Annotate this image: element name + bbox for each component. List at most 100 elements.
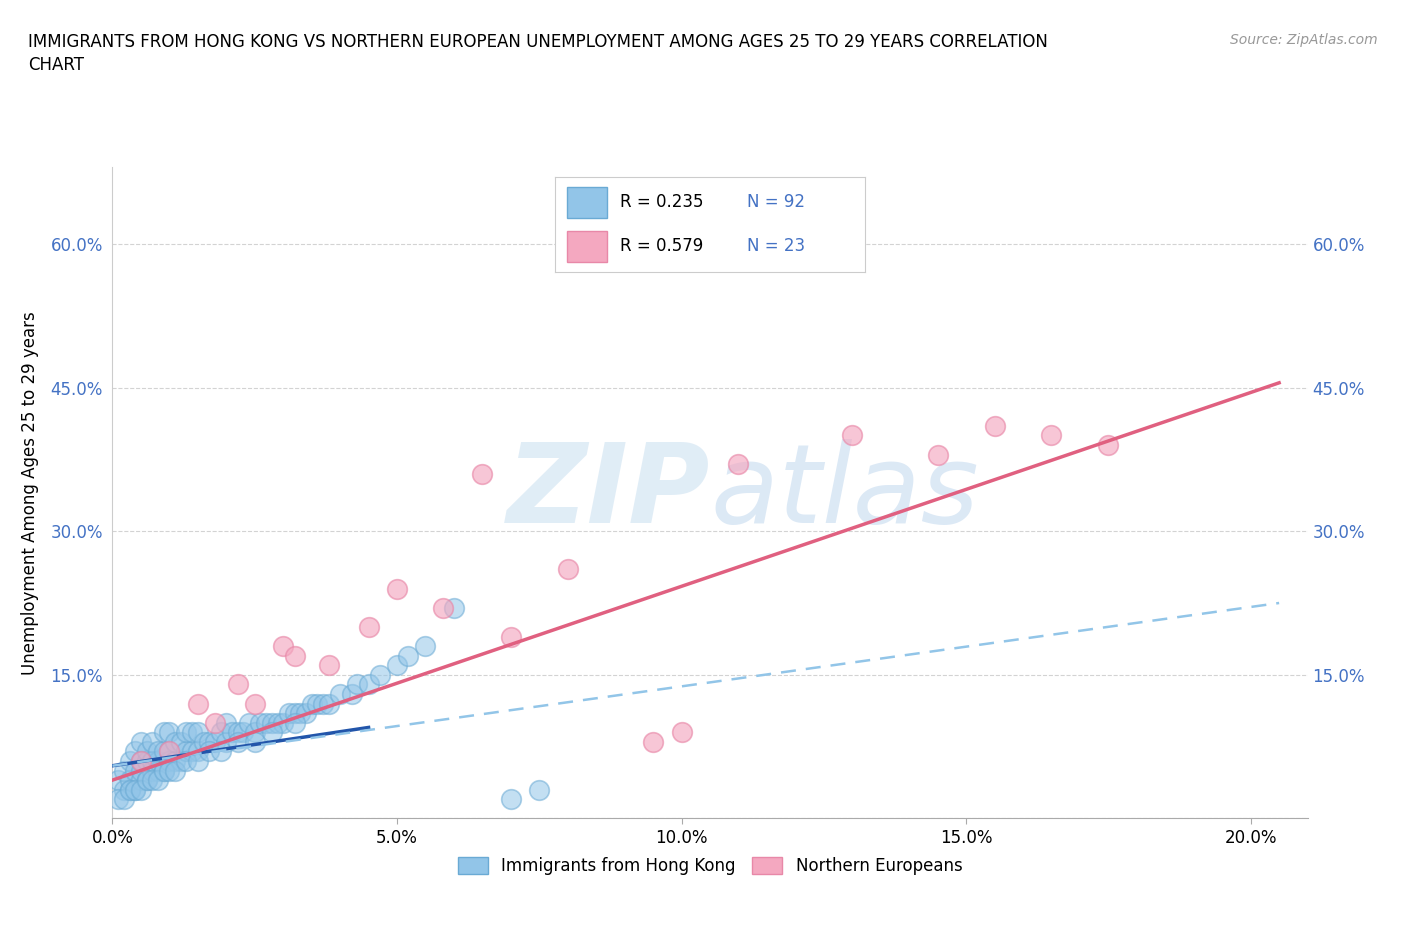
- Point: [146, 753, 169, 768]
- Point: [643, 735, 665, 750]
- Point: [385, 581, 408, 596]
- Point: [671, 724, 693, 739]
- Point: [415, 639, 437, 654]
- Point: [357, 619, 380, 634]
- Point: [124, 764, 146, 778]
- Point: [170, 735, 193, 750]
- Point: [198, 735, 221, 750]
- Point: [118, 773, 141, 788]
- Point: [471, 466, 494, 481]
- Point: [124, 782, 146, 797]
- Point: [107, 791, 129, 806]
- Y-axis label: Unemployment Among Ages 25 to 29 years: Unemployment Among Ages 25 to 29 years: [21, 311, 39, 675]
- Point: [226, 677, 249, 692]
- Point: [129, 753, 152, 768]
- Point: [124, 782, 146, 797]
- Text: IMMIGRANTS FROM HONG KONG VS NORTHERN EUROPEAN UNEMPLOYMENT AMONG AGES 25 TO 29 : IMMIGRANTS FROM HONG KONG VS NORTHERN EU…: [28, 33, 1047, 50]
- Point: [187, 724, 209, 739]
- Point: [165, 735, 187, 750]
- Point: [295, 706, 318, 721]
- Point: [204, 715, 226, 730]
- Point: [290, 706, 312, 721]
- Point: [385, 658, 408, 672]
- Point: [557, 562, 579, 577]
- Point: [209, 724, 232, 739]
- Point: [141, 773, 163, 788]
- Point: [146, 764, 169, 778]
- Point: [307, 696, 329, 711]
- Point: [135, 773, 157, 788]
- Point: [271, 715, 294, 730]
- Point: [204, 735, 226, 750]
- Point: [301, 696, 323, 711]
- Point: [260, 715, 283, 730]
- Point: [499, 791, 522, 806]
- Point: [249, 715, 271, 730]
- Point: [254, 715, 277, 730]
- Point: [129, 773, 152, 788]
- Point: [193, 735, 215, 750]
- Point: [129, 735, 152, 750]
- Point: [176, 744, 198, 759]
- Point: [135, 744, 157, 759]
- Text: CHART: CHART: [28, 56, 84, 73]
- Point: [112, 782, 135, 797]
- Text: Source: ZipAtlas.com: Source: ZipAtlas.com: [1230, 33, 1378, 46]
- Point: [1097, 438, 1119, 453]
- Point: [346, 677, 368, 692]
- Point: [152, 764, 174, 778]
- Text: atlas: atlas: [710, 439, 979, 547]
- Point: [318, 696, 340, 711]
- Point: [340, 686, 363, 701]
- Point: [226, 724, 249, 739]
- Point: [277, 706, 299, 721]
- Point: [141, 753, 163, 768]
- Point: [983, 418, 1005, 433]
- Point: [157, 724, 180, 739]
- Point: [329, 686, 352, 701]
- Point: [284, 706, 307, 721]
- Point: [118, 782, 141, 797]
- Point: [152, 724, 174, 739]
- Point: [157, 753, 180, 768]
- Point: [112, 791, 135, 806]
- Point: [135, 753, 157, 768]
- Point: [129, 764, 152, 778]
- Point: [157, 744, 180, 759]
- Point: [368, 668, 391, 683]
- Point: [243, 724, 266, 739]
- Point: [1040, 428, 1063, 443]
- Text: ZIP: ZIP: [506, 439, 710, 547]
- Point: [165, 764, 187, 778]
- Point: [152, 744, 174, 759]
- Point: [129, 782, 152, 797]
- Point: [432, 601, 454, 616]
- Point: [146, 773, 169, 788]
- Point: [187, 753, 209, 768]
- Point: [927, 447, 949, 462]
- Point: [215, 715, 238, 730]
- Point: [529, 782, 551, 797]
- Point: [243, 735, 266, 750]
- Point: [112, 764, 135, 778]
- Point: [209, 744, 232, 759]
- Point: [841, 428, 863, 443]
- Point: [141, 735, 163, 750]
- Point: [215, 735, 238, 750]
- Point: [260, 724, 283, 739]
- Point: [146, 744, 169, 759]
- Point: [232, 724, 254, 739]
- Point: [187, 696, 209, 711]
- Point: [221, 724, 243, 739]
- Legend: Immigrants from Hong Kong, Northern Europeans: Immigrants from Hong Kong, Northern Euro…: [451, 850, 969, 882]
- Point: [152, 764, 174, 778]
- Point: [238, 715, 260, 730]
- Point: [198, 744, 221, 759]
- Point: [157, 744, 180, 759]
- Point: [135, 773, 157, 788]
- Point: [157, 764, 180, 778]
- Point: [141, 764, 163, 778]
- Point: [357, 677, 380, 692]
- Point: [181, 744, 204, 759]
- Point: [284, 648, 307, 663]
